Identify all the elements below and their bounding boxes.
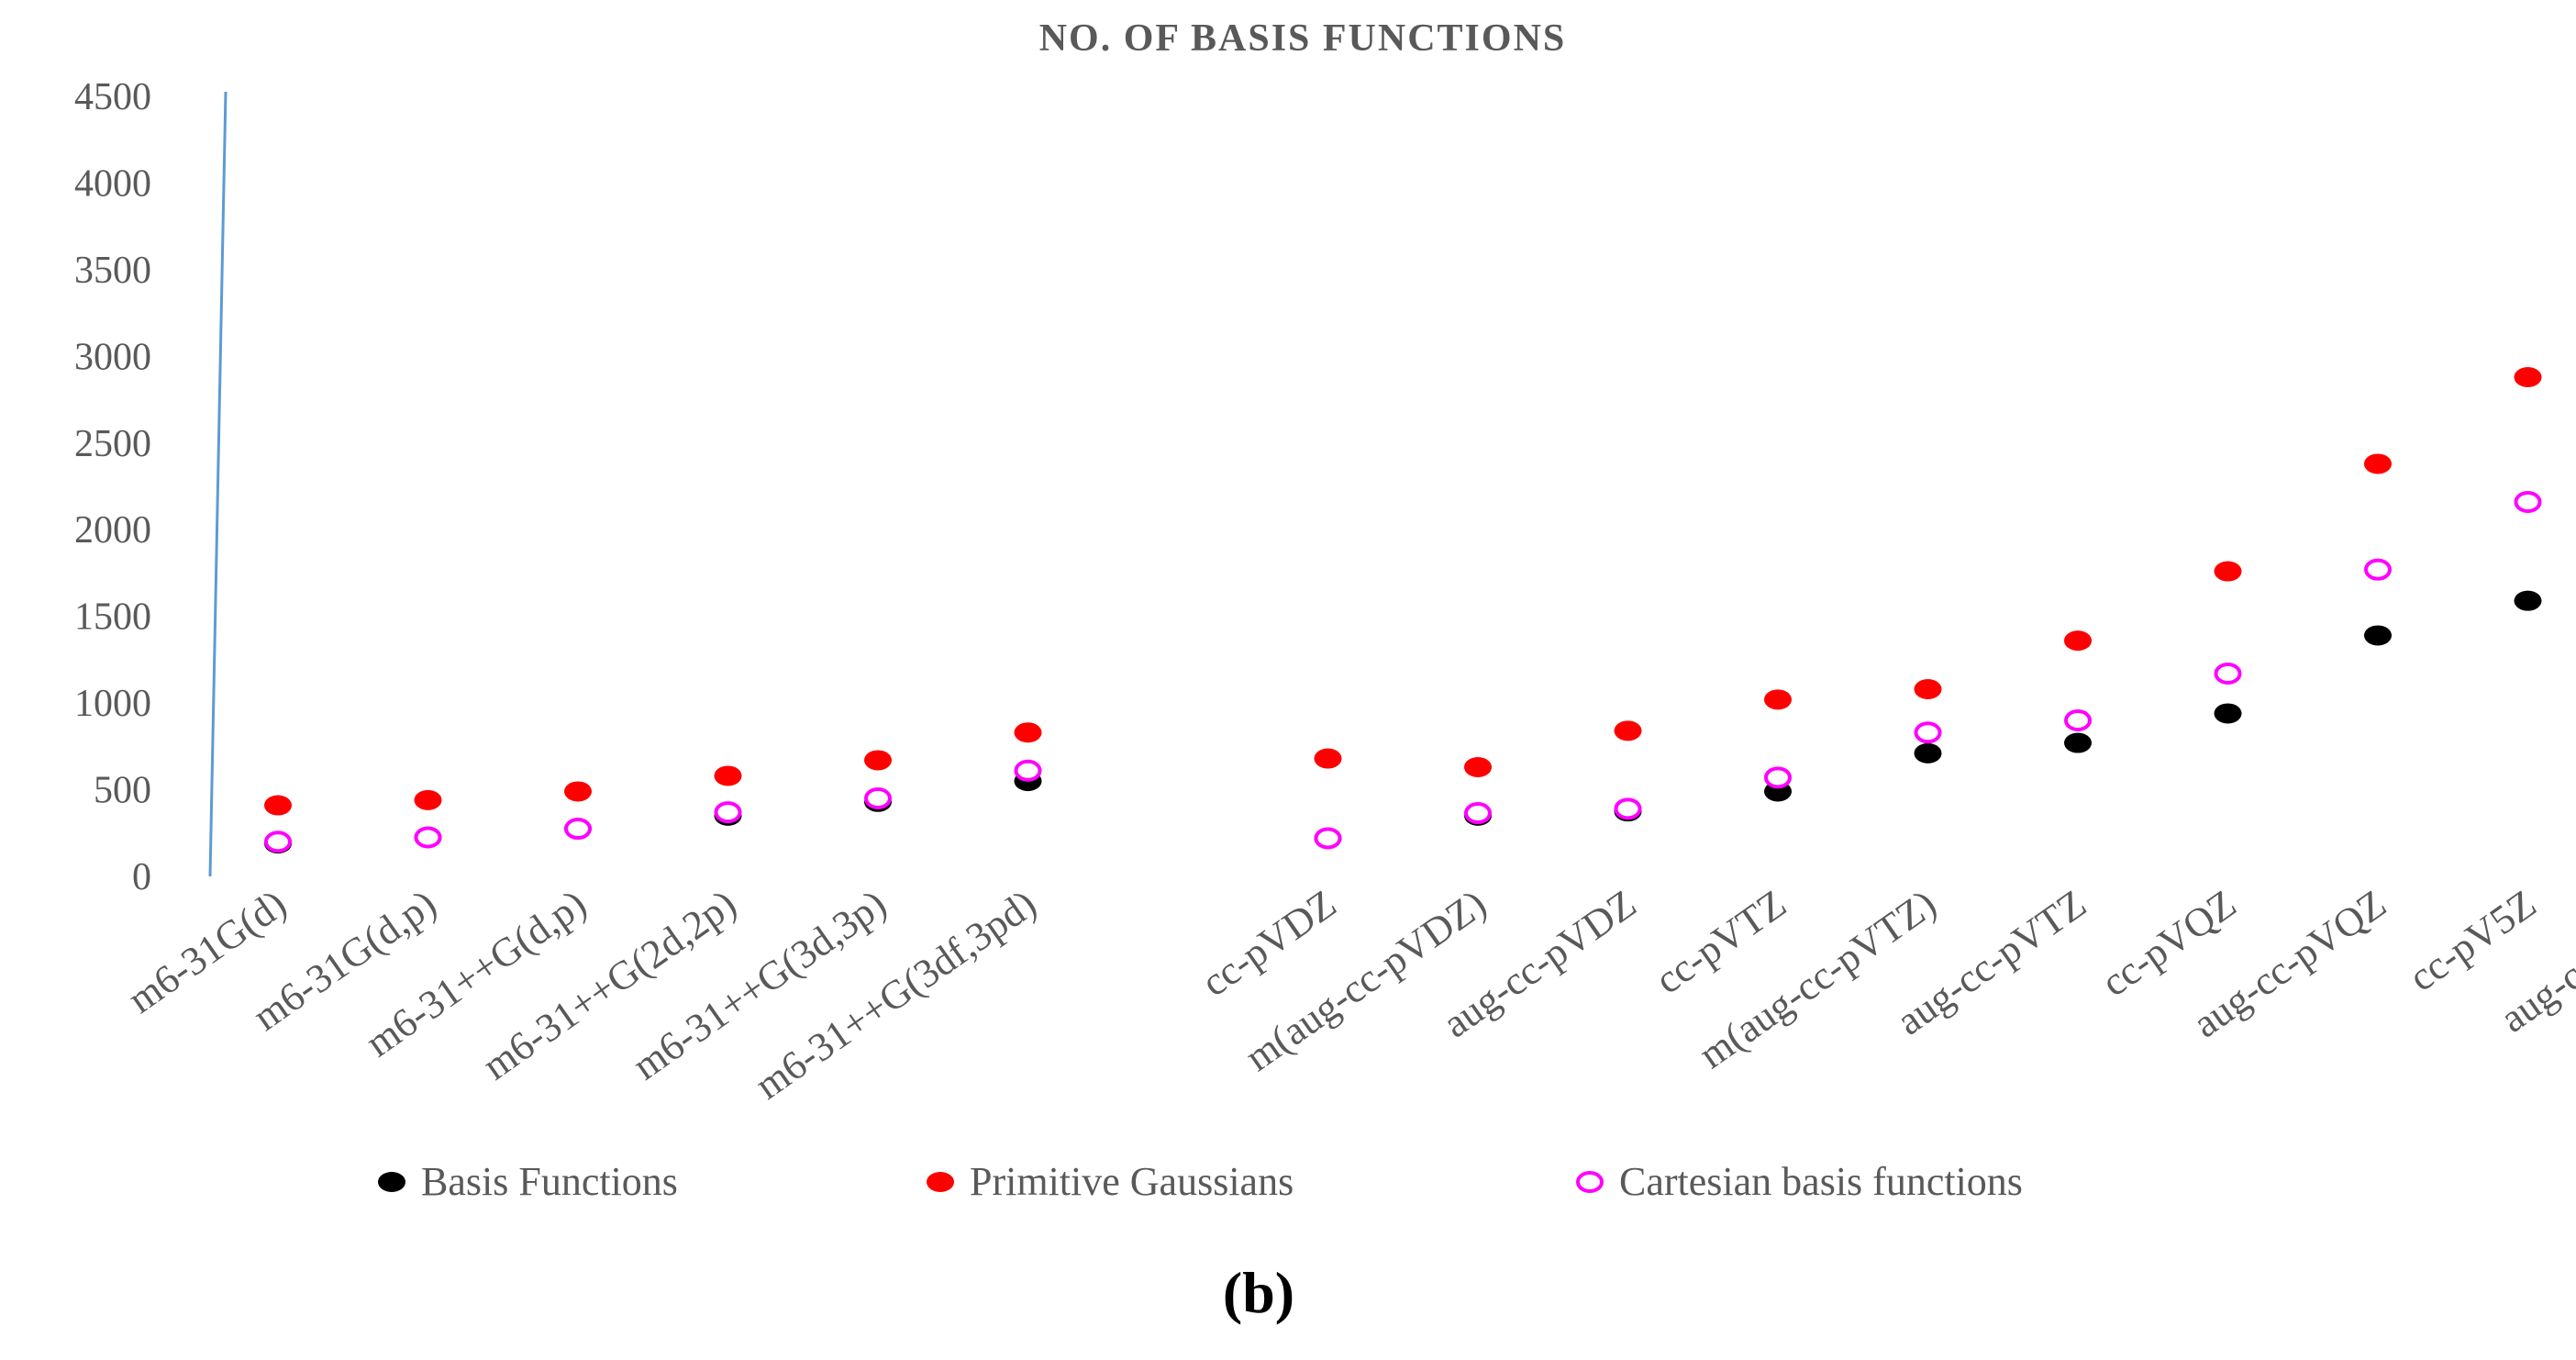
- data-markers: [264, 367, 2542, 854]
- data-point: [564, 818, 592, 841]
- data-point: [2214, 703, 2242, 724]
- data-point: [2514, 491, 2542, 513]
- data-point: [714, 801, 742, 824]
- x-tick-label: m6-31++G(3d,3p): [625, 881, 894, 1088]
- legend-label: Primitive Gaussians: [970, 1159, 1294, 1204]
- data-point: [1014, 759, 1042, 782]
- legend-item[interactable]: Cartesian basis functions: [1576, 1159, 2023, 1204]
- y-tick-label: 1000: [74, 683, 151, 725]
- data-point: [2514, 367, 2542, 387]
- chart-title: NO. OF BASIS FUNCTIONS: [1039, 17, 1567, 60]
- data-point: [1014, 722, 1042, 743]
- y-tick-label: 3500: [74, 250, 151, 292]
- legend[interactable]: Basis Functions Primitive Gaussians Cartes…: [378, 1159, 2023, 1204]
- data-point: [1764, 766, 1792, 789]
- data-point: [414, 826, 442, 849]
- data-point: [1614, 797, 1642, 820]
- data-point: [1464, 757, 1492, 777]
- figure-caption: (b): [1223, 1260, 1294, 1325]
- data-point: [1914, 721, 1942, 744]
- data-point: [1314, 827, 1342, 850]
- legend-marker: [927, 1172, 954, 1192]
- data-point: [2214, 663, 2242, 685]
- x-tick-label: m6-31++G(2d,2p): [474, 881, 744, 1088]
- y-tick-label: 500: [94, 770, 151, 812]
- y-axis-line: [208, 91, 228, 877]
- y-tick-label: 0: [132, 856, 151, 898]
- data-point: [264, 795, 292, 816]
- data-point: [2514, 590, 2542, 611]
- data-point: [714, 765, 742, 786]
- data-point: [1314, 748, 1342, 769]
- y-tick-label: 2500: [74, 423, 151, 465]
- data-point: [2064, 732, 2092, 753]
- data-point: [2364, 453, 2392, 474]
- legend-item[interactable]: Basis Functions: [378, 1159, 678, 1204]
- y-tick-label: 3000: [74, 336, 151, 378]
- y-tick-label: 1500: [74, 596, 151, 639]
- y-tick-label: 4000: [74, 162, 151, 205]
- data-point: [564, 781, 592, 802]
- data-point: [264, 830, 292, 853]
- legend-label: Cartesian basis functions: [1619, 1159, 2023, 1204]
- data-point: [1614, 720, 1642, 741]
- data-point: [864, 787, 892, 809]
- legend-marker: [378, 1172, 405, 1192]
- data-point: [864, 750, 892, 771]
- data-point: [1764, 689, 1792, 710]
- data-point: [2364, 625, 2392, 646]
- series-1: [264, 367, 2542, 816]
- data-point: [1464, 802, 1492, 825]
- data-point: [2064, 709, 2092, 731]
- data-point: [2364, 558, 2392, 581]
- y-tick-label: 2000: [74, 509, 151, 552]
- legend-label: Basis Functions: [421, 1159, 678, 1204]
- data-point: [1914, 679, 1942, 699]
- legend-item[interactable]: Primitive Gaussians: [927, 1159, 1294, 1204]
- data-point: [2214, 561, 2242, 582]
- x-axis-tick-labels: m6-31G(d)m6-31G(d,p)m6-31++G(d,p)m6-31++…: [119, 881, 2576, 1108]
- y-axis-tick-labels: 0 500 1000 1500 2000 2500 3000 3500 4000 4500: [74, 76, 151, 898]
- x-tick-label: m6-31++G(3df,3pd): [747, 881, 1044, 1108]
- data-point: [1914, 742, 1942, 764]
- data-point: [2064, 630, 2092, 652]
- series-2: [264, 491, 2542, 853]
- y-tick-label: 4500: [74, 76, 151, 118]
- legend-marker: [1576, 1171, 1604, 1193]
- data-point: [414, 789, 442, 810]
